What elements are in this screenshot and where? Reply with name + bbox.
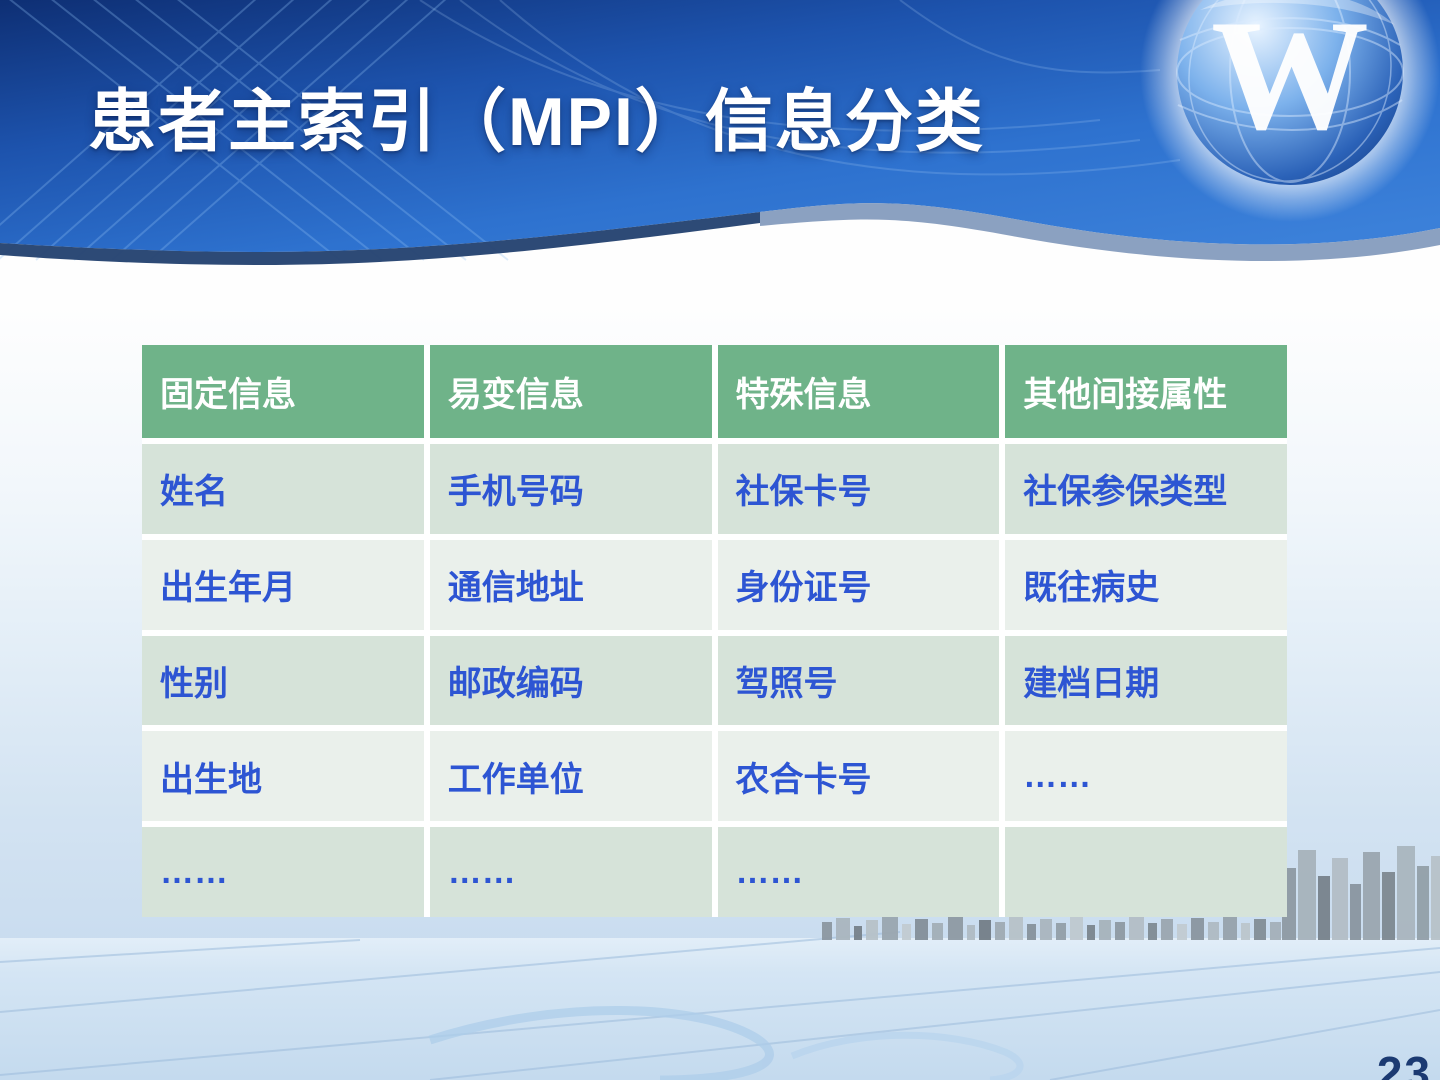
- globe-letter: W: [1211, 0, 1369, 163]
- column-header-variable-info: 易变信息: [429, 345, 712, 438]
- table-cell: 既往病史: [1005, 539, 1287, 630]
- table-cell: 邮政编码: [429, 635, 712, 726]
- column-header-other-attrs: 其他间接属性: [1005, 345, 1287, 438]
- curve-lines: [419, 0, 1181, 176]
- table-cell: [1005, 827, 1287, 917]
- table-cell: 姓名: [142, 444, 424, 534]
- mesh-lines: [0, 0, 509, 261]
- table-cell: 出生地: [142, 731, 424, 822]
- banner-wave: [0, 0, 1440, 252]
- navy-stripe: [0, 212, 760, 265]
- column-header-special-info: 特殊信息: [717, 345, 1000, 438]
- table-cell: 通信地址: [429, 539, 712, 630]
- gray-band: [760, 203, 1440, 261]
- page-number: 23: [1376, 1047, 1432, 1080]
- table-cell: ……: [1005, 731, 1287, 822]
- slide-title: 患者主索引（MPI）信息分类: [88, 84, 985, 160]
- table-cell: 手机号码: [429, 444, 712, 534]
- floor: [0, 938, 1440, 1080]
- city-skyline: [822, 846, 1440, 940]
- table-cell: ……: [142, 827, 424, 917]
- globe-logo: W: [1140, 0, 1440, 222]
- table-cell: ……: [429, 827, 712, 917]
- table-cell: 出生年月: [142, 539, 424, 630]
- table-cell: 工作单位: [429, 731, 712, 822]
- swirl-decoration: [428, 1006, 1024, 1080]
- table-cell: 社保卡号: [717, 444, 1000, 534]
- table-cell: 社保参保类型: [1005, 444, 1287, 534]
- mpi-table: 固定信息 易变信息 特殊信息 其他间接属性 姓名 手机号码 社保卡号 社保参保类…: [142, 345, 1287, 917]
- table-cell: 建档日期: [1005, 635, 1287, 726]
- table-cell: ……: [717, 827, 1000, 917]
- column-header-fixed-info: 固定信息: [142, 345, 424, 438]
- table-cell: 性别: [142, 635, 424, 726]
- header-banner: W: [0, 0, 1440, 265]
- table-cell: 驾照号: [717, 635, 1000, 726]
- table-cell: 农合卡号: [717, 731, 1000, 822]
- table-cell: 身份证号: [717, 539, 1000, 630]
